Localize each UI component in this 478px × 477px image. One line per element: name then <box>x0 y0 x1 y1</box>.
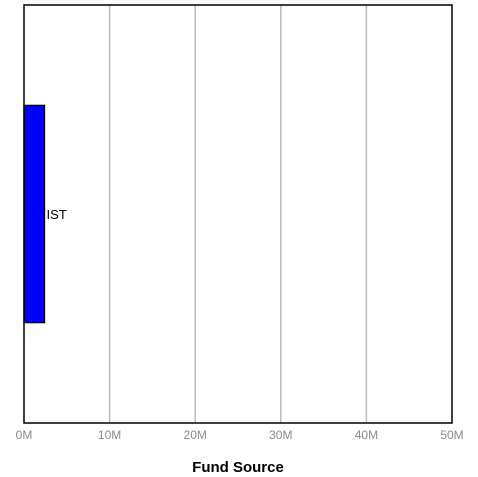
x-axis-ticks: 0M 10M 20M 30M 40M 50M <box>16 428 464 442</box>
bar-label-ist: IST <box>47 207 67 222</box>
bars <box>23 104 46 324</box>
bar-labels: IST <box>47 207 67 222</box>
x-tick-label: 10M <box>98 428 121 442</box>
gridlines <box>108 5 368 423</box>
x-tick-label: 40M <box>355 428 378 442</box>
x-tick-label: 0M <box>16 428 33 442</box>
plot-area-frame <box>23 4 453 424</box>
x-tick-label: 20M <box>184 428 207 442</box>
bar-ist <box>23 104 46 324</box>
x-tick-label: 30M <box>269 428 292 442</box>
x-axis-title: Fund Source <box>192 459 284 476</box>
x-tick-label: 50M <box>440 428 463 442</box>
